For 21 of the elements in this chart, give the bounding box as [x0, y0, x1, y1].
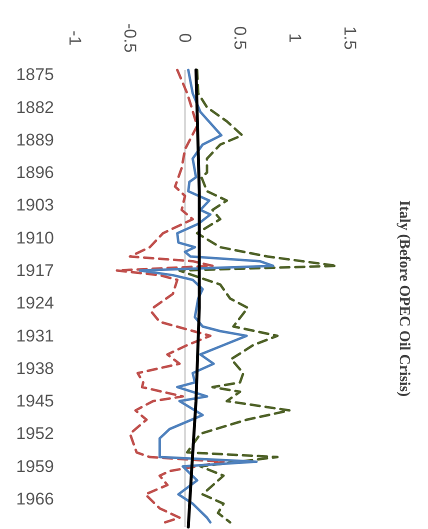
y-tick-label: 1896 — [16, 163, 54, 182]
y-tick-label: 1910 — [16, 228, 54, 248]
x-tick-label: 0 — [176, 33, 194, 43]
y-tick-label: 1903 — [16, 196, 54, 215]
text: Italy (Before OPEC Oil Crisis) — [396, 200, 412, 397]
x-tick-label: 0.5 — [230, 26, 250, 50]
y-tick-label: 1889 — [16, 130, 54, 150]
x-tick-label: 1.5 — [340, 26, 360, 50]
y-tick-label: 1931 — [16, 326, 54, 346]
y-tick-label: 1959 — [16, 456, 54, 476]
y-tick-label: 1966 — [16, 490, 54, 509]
y-tick-label: 1917 — [16, 261, 54, 280]
y-tick-label: 1882 — [16, 98, 54, 117]
y-tick-label: 1945 — [16, 392, 54, 411]
y-tick-label: 1952 — [16, 424, 54, 444]
y-tick-label: 1938 — [16, 358, 54, 378]
y-tick-label: 1924 — [16, 294, 54, 313]
x-tick-label: -1 — [66, 30, 84, 46]
y-tick-label: 1875 — [16, 65, 54, 84]
x-tick-label: 1 — [286, 33, 304, 43]
x-tick-label: -0.5 — [120, 23, 140, 53]
